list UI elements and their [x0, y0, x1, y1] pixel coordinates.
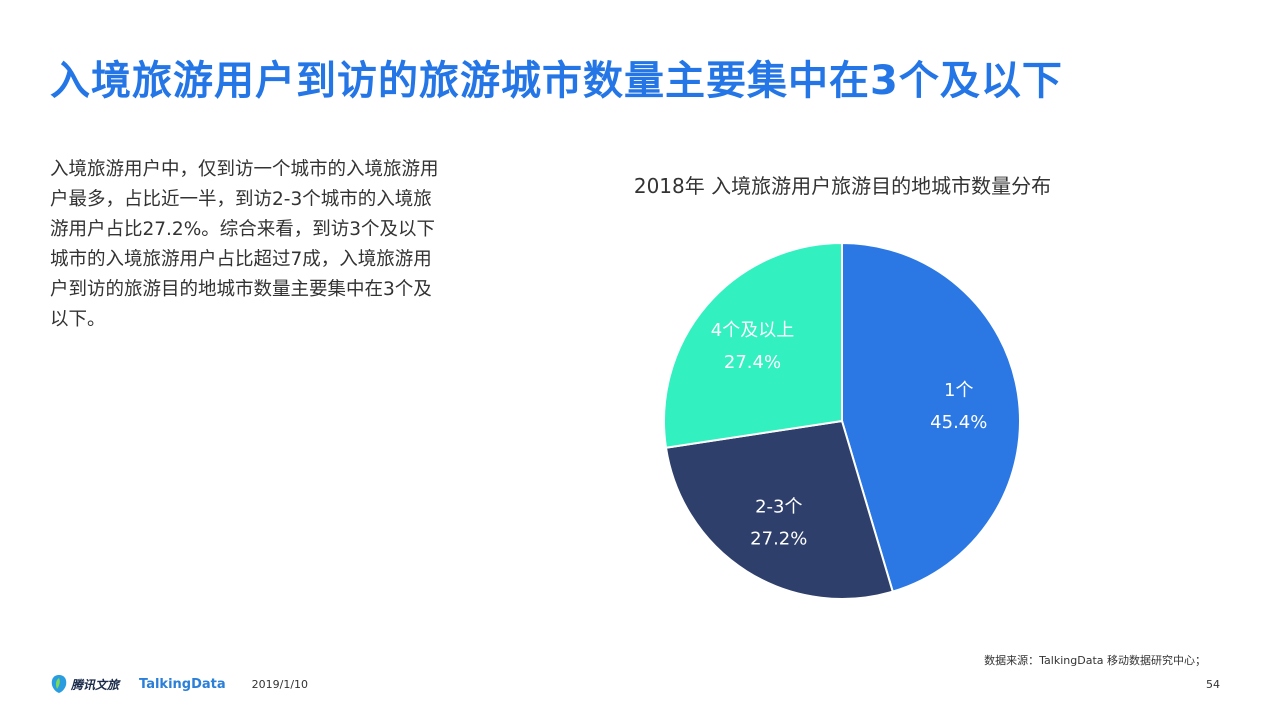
tencent-leaf-icon: [51, 675, 67, 693]
talkingdata-logo: TalkingData: [139, 676, 226, 692]
tencent-logo-text: 腾讯文旅: [71, 677, 120, 692]
pie-chart: 1个 45.4% 2-3个 27.2% 4个及以上 27.4%: [663, 241, 1021, 600]
footer-date: 2019/1/10: [251, 677, 309, 691]
slice-value-label-0: 45.4%: [930, 412, 987, 433]
slice-label-0: 1个: [944, 380, 973, 401]
data-source: 数据来源：TalkingData 移动数据研究中心；: [984, 654, 1206, 667]
pie-slice-0: [841, 241, 1021, 593]
footer: 腾讯文旅 TalkingData 2019/1/10: [50, 672, 308, 696]
description-text: 入境旅游用户中，仅到访一个城市的入境旅游用户最多，占比近一半，到访2-3个城市的…: [50, 159, 439, 330]
tencent-culture-travel-logo: 腾讯文旅: [50, 674, 119, 694]
slice-value-label-1: 27.2%: [750, 529, 807, 550]
pie-slice-2: [663, 241, 843, 449]
chart-title: 2018年 入境旅游用户旅游目的地城市数量分布: [633, 174, 1052, 198]
page-title: 入境旅游用户到访的旅游城市数量主要集中在3个及以下: [50, 58, 1063, 104]
pie-slice-1: [664, 419, 894, 600]
page-number: 54: [1206, 678, 1220, 691]
slice-label-1: 2-3个: [755, 497, 802, 518]
slice-value-label-2: 27.4%: [724, 352, 781, 373]
slice-label-2: 4个及以上: [711, 320, 794, 341]
